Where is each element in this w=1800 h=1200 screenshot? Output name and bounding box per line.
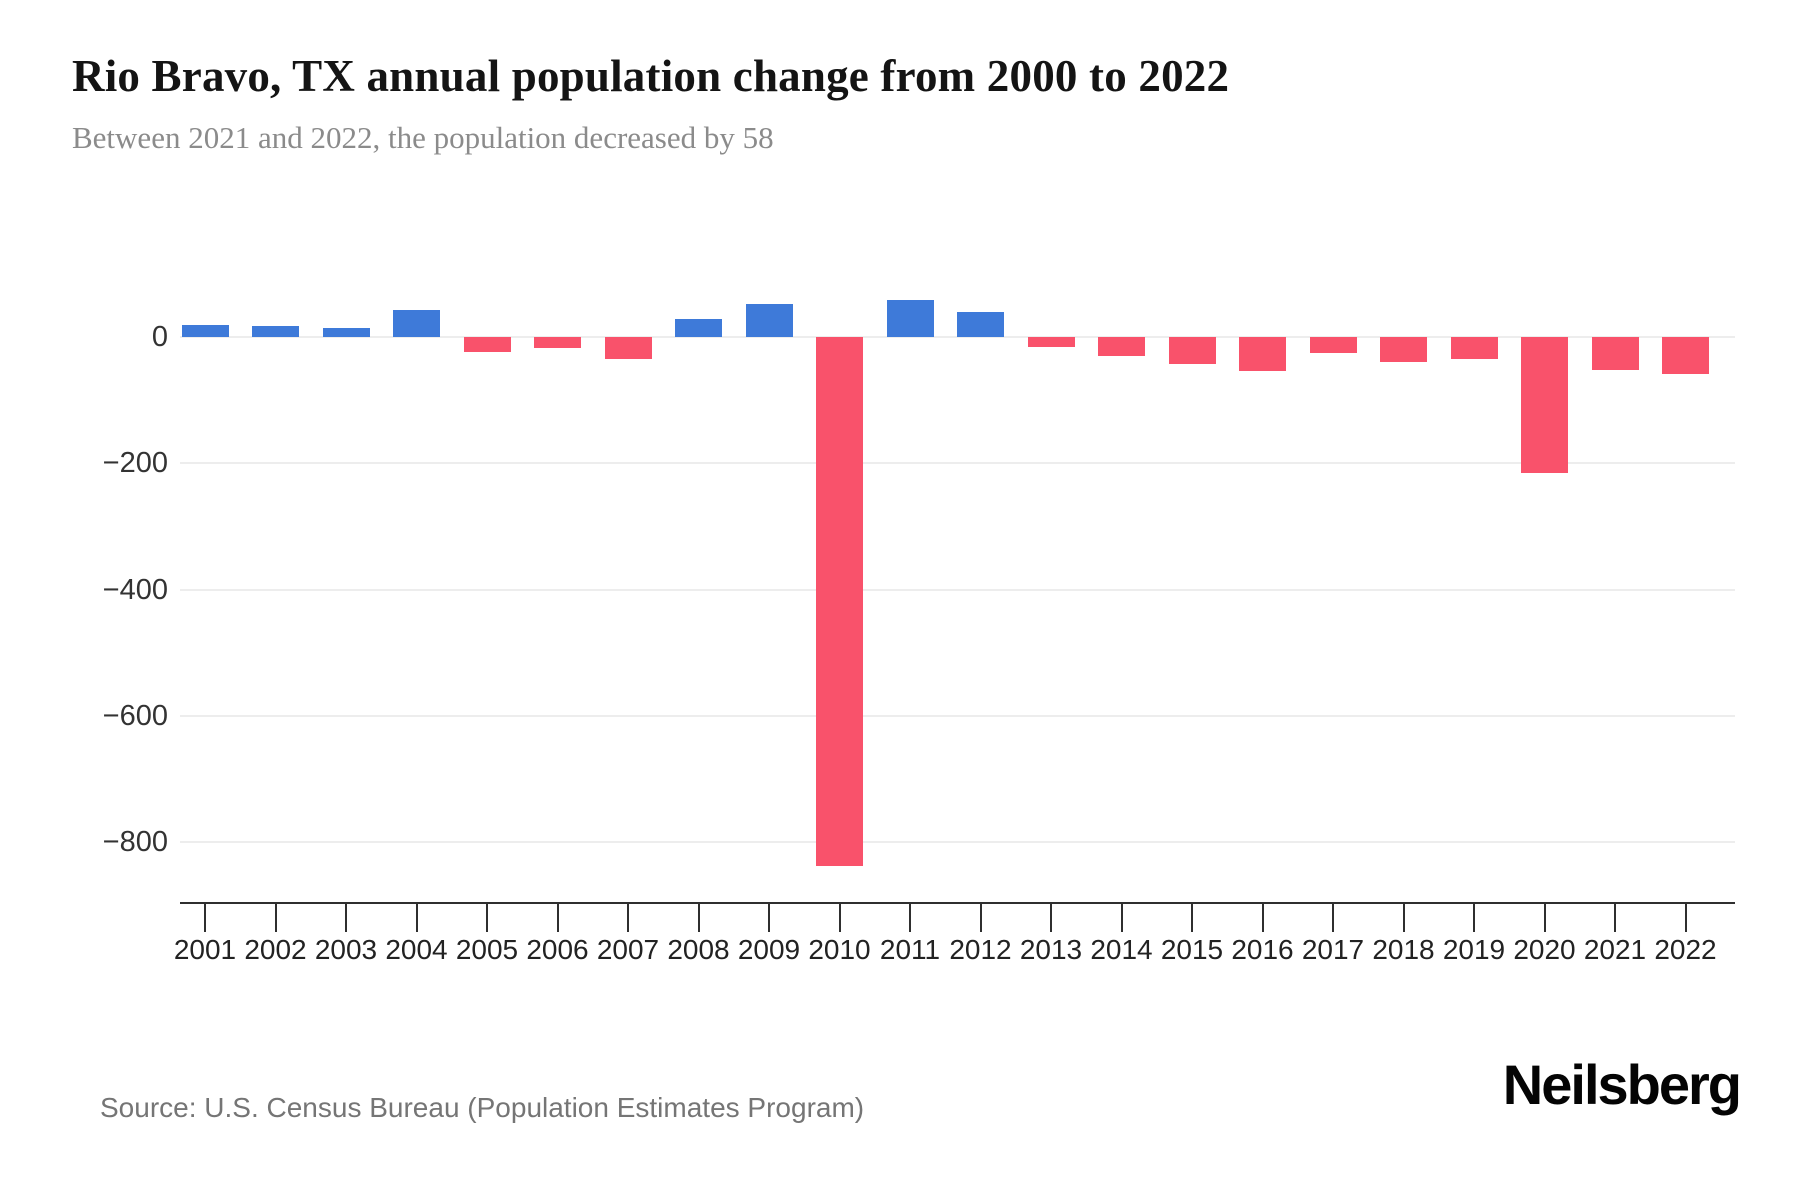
- x-axis-tick: [768, 904, 770, 932]
- x-axis-tick: [1473, 904, 1475, 932]
- x-tick-label-2001: 2001: [173, 934, 237, 965]
- bar-2012: [957, 312, 1004, 337]
- x-axis-tick: [627, 904, 629, 932]
- x-axis-tick: [1684, 904, 1687, 932]
- x-tick-label-2012: 2012: [949, 934, 1012, 965]
- gridline--400: [180, 588, 1735, 591]
- x-axis-tick: [204, 904, 206, 932]
- x-axis-tick: [1402, 904, 1405, 932]
- x-tick-label-2003: 2003: [314, 934, 378, 965]
- x-axis-tick: [909, 904, 911, 932]
- bar-2014: [1098, 337, 1145, 356]
- bar-2015: [1168, 337, 1216, 365]
- x-axis-tick: [345, 904, 347, 932]
- bar-2008: [675, 318, 722, 337]
- x-tick-label-2006: 2006: [526, 934, 589, 965]
- x-axis-tick: [1614, 904, 1616, 932]
- y-tick-label: −200: [102, 447, 168, 480]
- x-axis-tick: [979, 904, 982, 932]
- x-tick-label-2013: 2013: [1019, 934, 1083, 965]
- y-tick-label: −600: [102, 699, 168, 732]
- brand-logo: Neilsberg: [1502, 1053, 1742, 1116]
- x-tick-label-2008: 2008: [667, 934, 730, 965]
- bar-2017: [1309, 337, 1357, 354]
- chart-subtitle: Between 2021 and 2022, the population de…: [72, 120, 774, 155]
- bar-2018: [1380, 337, 1427, 363]
- bar-2016: [1239, 337, 1286, 372]
- bar-2007: [604, 337, 652, 360]
- bar-2002: [252, 326, 299, 337]
- x-axis-tick: [556, 904, 559, 932]
- bar-2009: [745, 304, 793, 337]
- x-tick-label-2020: 2020: [1513, 934, 1576, 965]
- y-tick-label: 0: [151, 321, 168, 353]
- x-axis-tick: [486, 904, 488, 932]
- bar-2021: [1591, 337, 1639, 371]
- bar-2003: [322, 328, 370, 337]
- x-tick-label-2004: 2004: [385, 934, 448, 965]
- x-tick-label-2015: 2015: [1160, 934, 1224, 965]
- x-tick-label-2022: 2022: [1654, 934, 1717, 965]
- bar-2019: [1450, 337, 1498, 360]
- x-axis-tick: [838, 904, 841, 932]
- bar-2022: [1662, 337, 1709, 374]
- gridline--600: [180, 714, 1735, 717]
- x-tick-label-2019: 2019: [1442, 934, 1506, 965]
- bar-2010: [816, 337, 863, 866]
- x-tick-label-2002: 2002: [244, 934, 307, 965]
- gridline--200: [180, 462, 1735, 465]
- x-tick-label-2021: 2021: [1583, 934, 1647, 965]
- bar-2005: [463, 337, 511, 353]
- x-axis-tick: [415, 904, 418, 932]
- x-tick-label-2018: 2018: [1372, 934, 1435, 965]
- bar-2006: [534, 337, 581, 349]
- source-text: Source: U.S. Census Bureau (Population E…: [100, 1092, 865, 1123]
- x-tick-label-2007: 2007: [596, 934, 660, 965]
- bar-2011: [886, 300, 934, 337]
- x-tick-label-2011: 2011: [879, 934, 941, 965]
- gridline-0: [180, 336, 1735, 338]
- x-axis-tick: [1120, 904, 1123, 932]
- bar-2004: [393, 310, 440, 337]
- x-axis-tick: [1332, 904, 1334, 932]
- gridline--800: [180, 841, 1735, 844]
- bar-2013: [1027, 337, 1075, 348]
- x-axis-tick: [1050, 904, 1052, 932]
- x-axis-line: [180, 902, 1735, 904]
- x-tick-label-2014: 2014: [1090, 934, 1153, 965]
- x-axis-tick: [1261, 904, 1264, 932]
- bar-2001: [181, 325, 229, 337]
- x-axis-tick: [1191, 904, 1193, 932]
- x-tick-label-2005: 2005: [455, 934, 519, 965]
- x-axis-tick: [697, 904, 700, 932]
- chart-title: Rio Bravo, TX annual population change f…: [72, 51, 1230, 101]
- x-tick-label-2017: 2017: [1301, 934, 1365, 965]
- y-tick-label: −800: [102, 826, 168, 859]
- x-tick-label-2010: 2010: [808, 934, 871, 965]
- y-tick-label: −400: [102, 573, 168, 606]
- x-axis-tick: [1543, 904, 1546, 932]
- bar-2020: [1521, 337, 1568, 474]
- x-tick-label-2009: 2009: [737, 934, 801, 965]
- x-axis-tick: [274, 904, 277, 932]
- x-tick-label-2016: 2016: [1231, 934, 1294, 965]
